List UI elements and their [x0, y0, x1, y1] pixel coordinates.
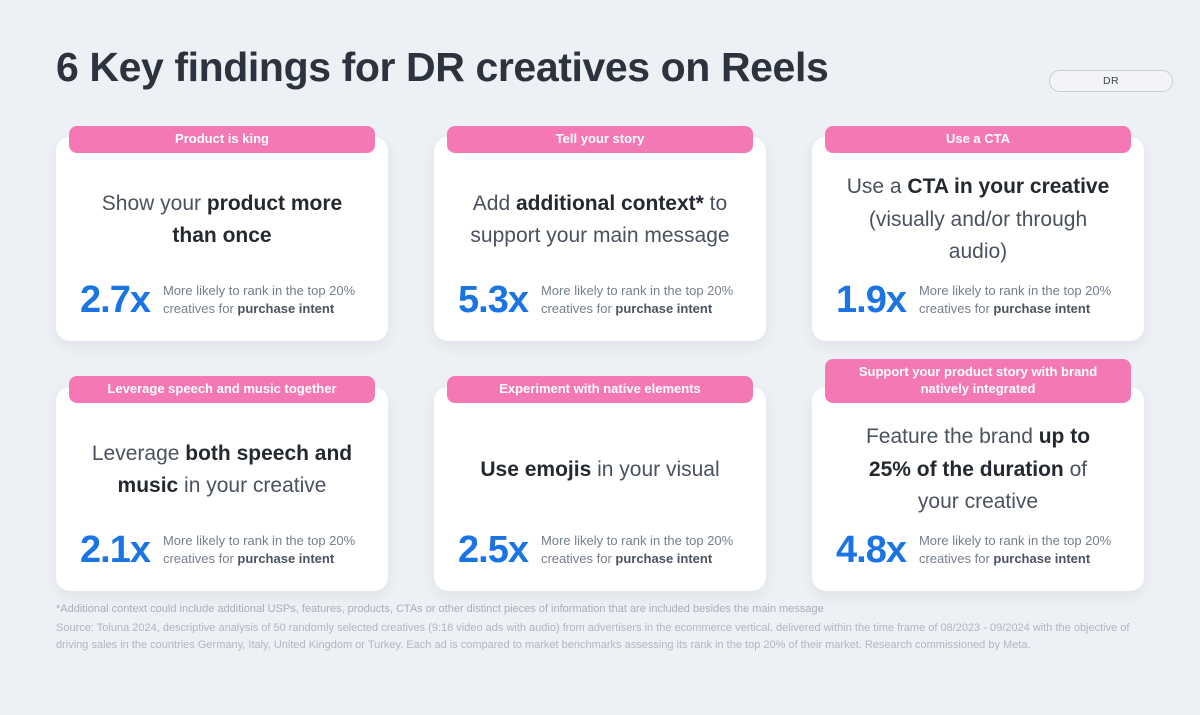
message-segment: More likely to rank in the top 20% [540, 532, 734, 548]
message-segment: purchase intent [615, 551, 713, 567]
stat-row: 2.7x More likely to rank in the top 20% c… [78, 281, 366, 325]
message-segment: additional context* [515, 191, 704, 215]
message-segment: 25% of the duration [868, 457, 1064, 481]
card-message-text: Show your product more than once [102, 188, 342, 253]
message-segment: creatives for [162, 551, 238, 567]
card-header-badge: Use a CTA [825, 126, 1131, 154]
message-segment: creatives for [540, 301, 616, 317]
stat-row: 1.9x More likely to rank in the top 20% c… [834, 281, 1122, 325]
message-segment: More likely to rank in the top 20% [162, 532, 356, 548]
card-message: Feature the brand up to 25% of the durati… [834, 409, 1122, 531]
message-segment: of [1063, 457, 1088, 481]
stat-multiplier: 2.1x [80, 529, 151, 572]
card-header-badge: Leverage speech and music together [69, 376, 375, 404]
card-header-badge: Product is king [69, 126, 375, 154]
message-segment: purchase intent [993, 551, 1091, 567]
stat-caption: More likely to rank in the top 20% creati… [919, 282, 1111, 319]
stat-multiplier: 2.5x [458, 529, 529, 572]
finding-card: Experiment with native elements Use emoj… [434, 376, 766, 592]
card-message: Use a CTA in your creative (visually and/… [834, 159, 1122, 281]
message-segment: creatives for [540, 551, 616, 567]
stat-row: 4.8x More likely to rank in the top 20% c… [834, 531, 1122, 575]
finding-card: Leverage speech and music together Lever… [56, 376, 388, 592]
finding-card: Support your product story with brand na… [812, 359, 1144, 592]
finding-card: Tell your story Add additional context* … [434, 126, 766, 342]
message-segment: product more [206, 191, 343, 215]
stat-row: 2.1x More likely to rank in the top 20% c… [78, 531, 366, 575]
card-message-text: Use emojis in your visual [480, 454, 719, 487]
message-segment: Add [472, 191, 516, 215]
message-segment: More likely to rank in the top 20% [162, 282, 356, 298]
message-segment: purchase intent [615, 301, 713, 317]
page-title: 6 Key findings for DR creatives on Reels [56, 44, 829, 90]
message-segment: More likely to rank in the top 20% [918, 282, 1112, 298]
stat-caption: More likely to rank in the top 20% creati… [163, 532, 355, 569]
card-header-badge: Tell your story [447, 126, 753, 154]
footer: *Additional context could include additi… [56, 603, 1144, 653]
message-segment: Use emojis [480, 457, 592, 481]
card-message: Leverage both speech and music in your cr… [78, 409, 366, 531]
message-segment: purchase intent [237, 301, 335, 317]
message-segment: than once [172, 224, 272, 248]
message-segment: purchase intent [993, 301, 1091, 317]
stat-row: 2.5x More likely to rank in the top 20% c… [456, 531, 744, 575]
message-segment: Feature the brand [865, 425, 1039, 449]
message-segment: in your visual [591, 457, 720, 481]
card-message: Use emojis in your visual [456, 409, 744, 531]
card-message: Add additional context* to support your m… [456, 159, 744, 281]
card-message-text: Add additional context* to support your m… [470, 188, 729, 253]
card-message-text: Leverage both speech and music in your cr… [92, 438, 352, 503]
message-segment: purchase intent [237, 551, 335, 567]
message-segment: (visually and/or through [868, 207, 1088, 231]
message-segment: both speech and [185, 441, 353, 465]
message-segment: More likely to rank in the top 20% [918, 532, 1112, 548]
stat-caption: More likely to rank in the top 20% creati… [541, 532, 733, 569]
source-note: Source: Toluna 2024, descriptive analysi… [56, 622, 1130, 651]
message-segment: More likely to rank in the top 20% [540, 282, 734, 298]
finding-card: Use a CTA Use a CTA in your creative (vis… [812, 126, 1144, 342]
slide: DR 6 Key findings for DR creatives on Re… [0, 44, 1200, 715]
dr-badge-button[interactable]: DR [1049, 70, 1173, 92]
stat-multiplier: 2.7x [80, 279, 151, 322]
findings-grid: Product is king Show your product more th… [56, 126, 1144, 592]
stat-caption: More likely to rank in the top 20% creati… [163, 282, 355, 319]
stat-caption: More likely to rank in the top 20% creati… [541, 282, 733, 319]
message-segment: audio) [948, 240, 1008, 264]
message-segment: CTA in your creative [907, 175, 1110, 199]
card-message: Show your product more than once [78, 159, 366, 281]
stat-multiplier: 1.9x [836, 279, 907, 322]
message-segment: up to [1038, 425, 1091, 449]
message-segment: creatives for [918, 301, 994, 317]
card-message-text: Use a CTA in your creative (visually and/… [847, 171, 1110, 269]
message-segment: creatives for [162, 301, 238, 317]
message-segment: Leverage [91, 441, 186, 465]
card-header-badge: Support your product story with brand na… [825, 359, 1131, 404]
card-message-text: Feature the brand up to 25% of the durati… [866, 421, 1090, 519]
message-segment: to [703, 191, 728, 215]
message-segment: support your main message [470, 224, 730, 248]
message-segment: music [117, 474, 179, 498]
card-header-badge: Experiment with native elements [447, 376, 753, 404]
footnote: *Additional context could include additi… [56, 603, 824, 616]
stat-caption: More likely to rank in the top 20% creati… [919, 532, 1111, 569]
stat-multiplier: 5.3x [458, 279, 529, 322]
stat-row: 5.3x More likely to rank in the top 20% c… [456, 281, 744, 325]
finding-card: Product is king Show your product more th… [56, 126, 388, 342]
message-segment: Show your [101, 191, 207, 215]
message-segment: your creative [917, 490, 1039, 514]
message-segment: creatives for [918, 551, 994, 567]
stat-multiplier: 4.8x [836, 529, 907, 572]
message-segment: Use a [846, 175, 908, 199]
message-segment: in your creative [178, 474, 327, 498]
